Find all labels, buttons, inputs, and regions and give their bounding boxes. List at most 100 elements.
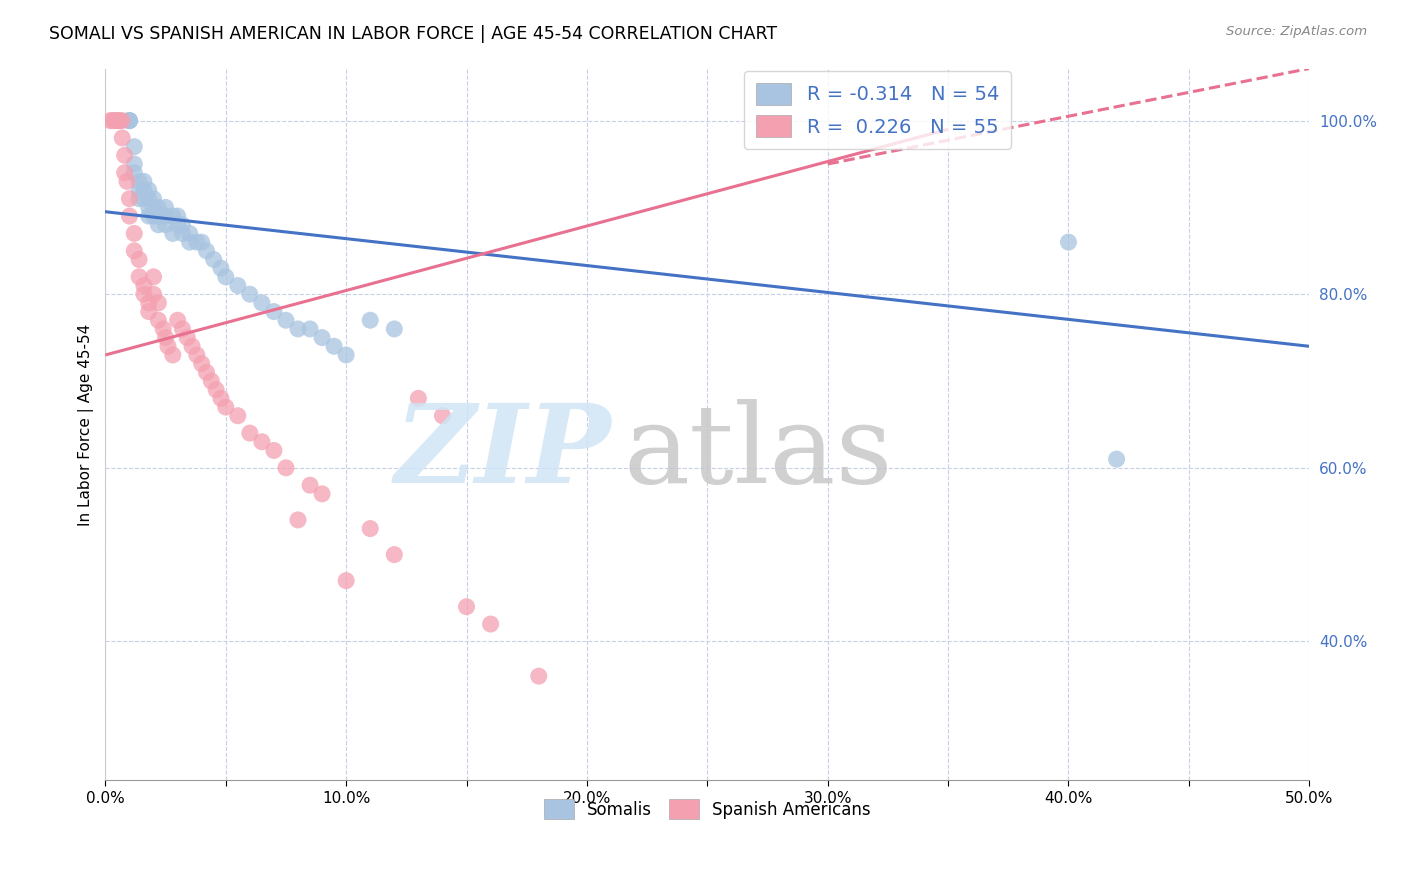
Point — [162, 209, 184, 223]
Point — [1057, 235, 1080, 249]
Point — [142, 192, 165, 206]
Y-axis label: In Labor Force | Age 45-54: In Labor Force | Age 45-54 — [79, 323, 94, 525]
Point — [118, 113, 141, 128]
Point — [456, 599, 478, 614]
Point — [142, 209, 165, 223]
Point — [172, 218, 194, 232]
Point — [274, 313, 297, 327]
Point — [138, 183, 160, 197]
Text: atlas: atlas — [623, 400, 893, 507]
Point — [124, 139, 146, 153]
Point — [239, 287, 262, 301]
Point — [124, 166, 146, 180]
Point — [124, 157, 146, 171]
Point — [335, 348, 357, 362]
Point — [148, 218, 170, 232]
Point — [142, 287, 165, 301]
Point — [263, 443, 285, 458]
Point — [118, 209, 141, 223]
Point — [382, 548, 405, 562]
Point — [299, 322, 322, 336]
Point — [226, 278, 249, 293]
Point — [148, 313, 170, 327]
Point — [250, 296, 273, 310]
Point — [148, 296, 170, 310]
Point — [148, 201, 170, 215]
Point — [181, 339, 204, 353]
Point — [250, 434, 273, 449]
Point — [115, 174, 138, 188]
Point — [408, 392, 430, 406]
Point — [172, 322, 194, 336]
Point — [142, 201, 165, 215]
Point — [108, 113, 131, 128]
Point — [209, 392, 232, 406]
Point — [299, 478, 322, 492]
Point — [155, 330, 177, 344]
Point — [186, 348, 208, 362]
Point — [111, 131, 134, 145]
Point — [527, 669, 550, 683]
Point — [132, 278, 155, 293]
Point — [118, 192, 141, 206]
Point — [148, 209, 170, 223]
Point — [162, 227, 184, 241]
Point — [114, 148, 136, 162]
Point — [195, 365, 218, 379]
Point — [432, 409, 454, 423]
Point — [287, 513, 309, 527]
Point — [128, 252, 150, 267]
Point — [205, 383, 228, 397]
Point — [172, 227, 194, 241]
Point — [128, 269, 150, 284]
Point — [263, 304, 285, 318]
Point — [132, 287, 155, 301]
Point — [226, 409, 249, 423]
Point — [114, 166, 136, 180]
Point — [186, 235, 208, 249]
Point — [162, 348, 184, 362]
Point — [239, 426, 262, 441]
Point — [359, 522, 381, 536]
Text: Source: ZipAtlas.com: Source: ZipAtlas.com — [1226, 25, 1367, 38]
Point — [128, 174, 150, 188]
Point — [166, 218, 188, 232]
Point — [179, 235, 201, 249]
Point — [155, 209, 177, 223]
Point — [200, 374, 222, 388]
Point — [138, 304, 160, 318]
Point — [359, 313, 381, 327]
Point — [98, 113, 121, 128]
Point — [152, 322, 174, 336]
Point — [132, 192, 155, 206]
Point — [138, 209, 160, 223]
Point — [215, 269, 238, 284]
Point — [311, 487, 333, 501]
Point — [107, 113, 129, 128]
Point — [128, 192, 150, 206]
Point — [166, 209, 188, 223]
Point — [166, 313, 188, 327]
Point — [287, 322, 309, 336]
Point — [101, 113, 124, 128]
Point — [132, 183, 155, 197]
Point — [155, 201, 177, 215]
Point — [138, 296, 160, 310]
Point — [179, 227, 201, 241]
Point — [111, 113, 134, 128]
Text: ZIP: ZIP — [394, 399, 612, 507]
Point — [1105, 452, 1128, 467]
Point — [176, 330, 198, 344]
Point — [128, 183, 150, 197]
Point — [124, 244, 146, 258]
Legend: Somalis, Spanish Americans: Somalis, Spanish Americans — [537, 793, 877, 825]
Point — [479, 617, 502, 632]
Point — [190, 235, 212, 249]
Point — [132, 174, 155, 188]
Point — [323, 339, 346, 353]
Point — [138, 192, 160, 206]
Point — [215, 400, 238, 414]
Point — [118, 113, 141, 128]
Point — [311, 330, 333, 344]
Point — [202, 252, 225, 267]
